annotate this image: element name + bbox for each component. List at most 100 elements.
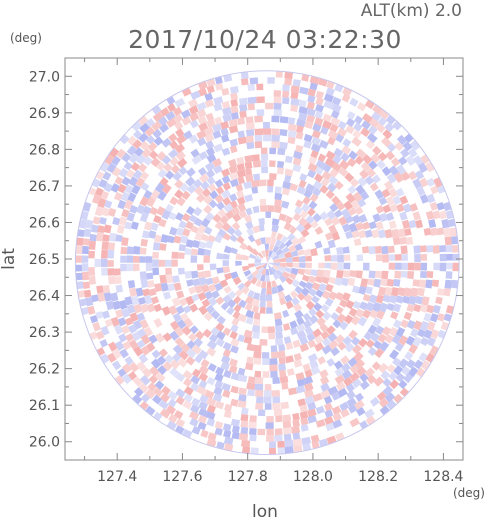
radar-cell [260,147,268,155]
radar-cell [212,130,222,139]
radar-cell [159,107,170,117]
radar-cell [284,168,294,177]
radar-cell [117,368,127,378]
radar-cell [172,275,180,284]
radar-cell [166,117,177,128]
radar-cell [80,210,89,221]
radar-cell [214,116,223,125]
radar-cell [159,408,171,419]
radar-cell [223,369,232,379]
radar-cell [92,321,101,332]
radar-cell [215,296,225,306]
radar-cell [213,386,223,396]
radar-cell [351,136,362,147]
radar-cell [241,407,249,415]
radar-cell [320,382,330,392]
radar-cell [445,271,453,279]
radar-cell [254,383,264,391]
radar-cell [101,249,108,259]
radar-cell [386,303,395,312]
radar-cell [418,352,428,362]
radar-cell [365,140,376,150]
radar-cell [194,284,203,294]
radar-cell [271,218,280,226]
x-tick-label: 127.8 [228,469,268,485]
radar-cell [403,203,412,213]
radar-cell [364,367,375,378]
radar-cell [284,294,293,303]
radar-cell [75,245,83,255]
radar-cell [222,182,231,191]
radar-cell [249,434,257,442]
radar-cell [188,332,197,342]
radar-cell [228,118,238,127]
radar-cell [252,205,260,214]
radar-cell [197,167,207,176]
radar-cell [124,356,134,366]
radar-cell [265,256,269,263]
radar-cell [323,93,334,103]
radar-cell [298,262,306,269]
radar-cell [216,252,224,260]
radar-cell [263,396,272,404]
radar-cell [410,287,419,297]
radar-cell [128,362,139,373]
radar-cell [272,254,280,261]
radar-cell [400,171,411,181]
radar-cell [158,116,168,126]
radar-cell [395,372,406,383]
radar-cell [305,300,316,311]
x-tick-label: 127.4 [97,469,137,485]
radar-cell [372,104,383,115]
radar-cell [124,221,133,230]
radar-cell [364,99,375,110]
radar-cell [287,130,297,138]
radar-cell [270,345,278,353]
radar-cell [228,365,238,374]
radar-cell [332,319,342,329]
radar-cell [311,441,320,449]
radar-cell [230,372,240,381]
radar-cell [172,106,183,116]
radar-cell [138,382,149,394]
radar-cell [294,285,304,295]
radar-cell [215,366,225,376]
radar-cell [445,245,453,253]
radar-cell [291,237,301,247]
radar-cell [381,136,392,148]
radar-cell [425,352,435,363]
radar-cell [127,135,137,146]
radar-cell [260,250,266,258]
radar-cell [251,325,261,333]
radar-cell [401,219,411,229]
radar-cell [430,185,439,195]
radar-cell [237,282,246,291]
radar-cell [226,299,237,309]
radar-cell [312,187,322,197]
radar-cell [399,195,409,205]
radar-cell [346,117,356,127]
radar-cell [221,100,231,109]
radar-cell [375,221,384,231]
radar-cell [135,154,147,165]
radar-cell [168,133,178,143]
radar-cell [445,305,454,315]
radar-cell [121,325,130,335]
radar-cell [226,306,235,316]
radar-cell [210,327,220,336]
radar-cell [273,90,282,97]
radar-cell [212,158,222,168]
radar-cell [198,241,207,249]
radar-cell [277,160,285,168]
y-tick-label: 26.6 [29,215,60,231]
radar-cell [146,342,156,352]
radar-cell [85,219,94,229]
radar-cell [268,332,276,340]
radar-cell [349,97,359,107]
radar-cell [323,100,334,110]
radar-cell [277,290,286,299]
radar-cell [306,332,316,342]
radar-cell [420,262,428,271]
radar-cell [279,257,287,263]
radar-cell [255,255,263,261]
